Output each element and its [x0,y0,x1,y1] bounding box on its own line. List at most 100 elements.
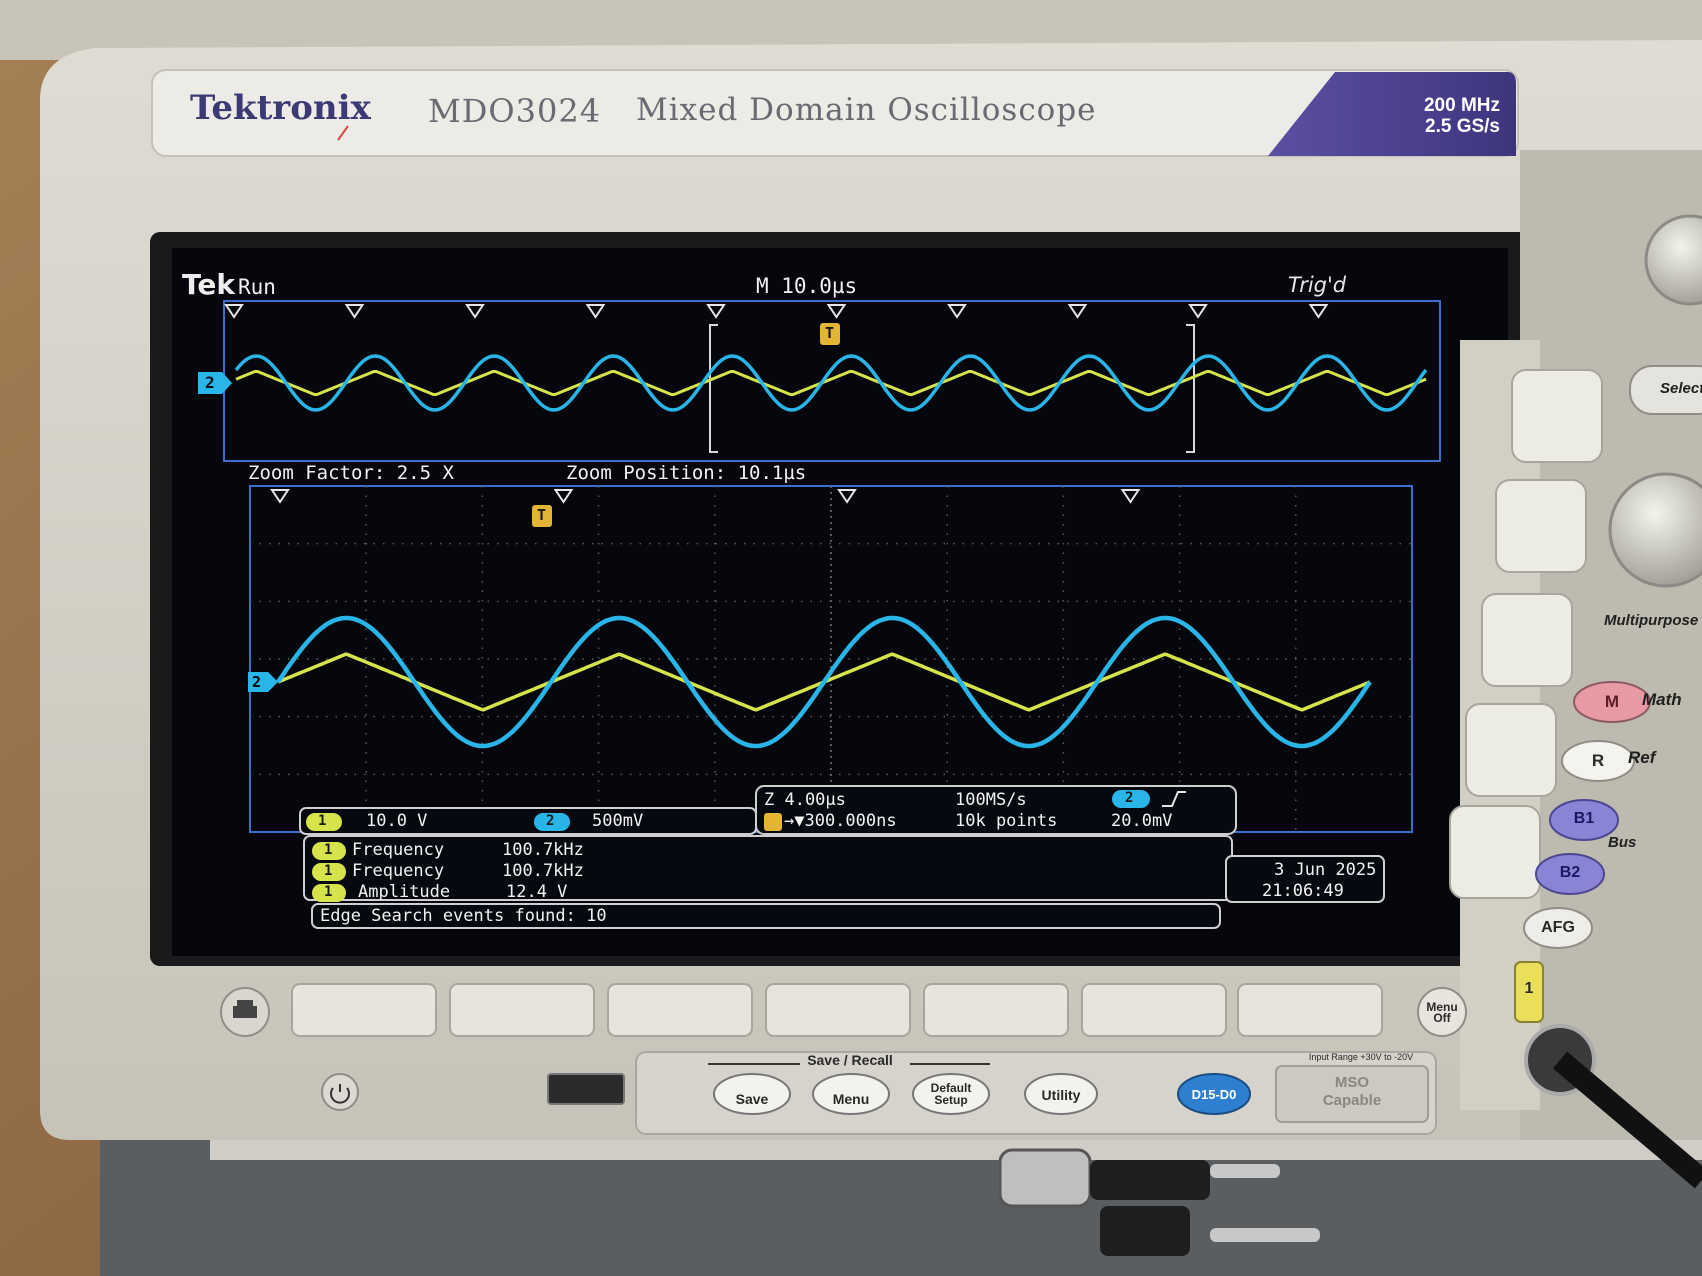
trigger-source-badge [1112,790,1150,808]
status-brand: Tek [182,268,235,301]
overview-ch2-number: 2 [205,373,215,392]
bottom-bezel-button-5[interactable] [923,983,1069,1037]
meas1-value: 100.7kHz [502,840,584,860]
zoom-position: Zoom Position: 10.1µs [566,462,807,484]
search-mark-icon [553,489,574,504]
ch1-scale: 10.0 V [366,811,428,831]
overview-ch2-marker [198,372,232,394]
meas1-channel: 1 [324,842,333,858]
screen-date: 3 Jun 2025 [1274,860,1377,880]
banana-adapter-lower [1100,1206,1190,1256]
mso-label-2: Capable [1322,1092,1382,1109]
ref-button[interactable] [1561,740,1635,782]
spec-sample-rate: 2.5 GS/s [1425,116,1500,137]
save-label: Save [735,1091,769,1107]
search-mark-icon [1067,304,1088,319]
overview-trigger-letter: T [825,324,835,342]
zoom-region-brackets [709,324,1195,453]
meas3-value: 12.4 V [506,882,568,902]
bottom-bezel-button-7[interactable] [1237,983,1383,1037]
select-button[interactable] [1629,365,1702,415]
math-key-letter: M [1604,692,1620,711]
meas3-channel: 1 [324,884,333,900]
utility-button[interactable] [1024,1073,1098,1115]
ch2-scale-badge [534,813,570,831]
usb-port[interactable] [547,1073,625,1105]
trigger-position-icon [764,813,782,831]
b2-label: B2 [1559,864,1581,881]
select-label: Select [1660,380,1702,397]
overview-search-marks [224,304,1329,319]
save-recall-label: Save / Recall [807,1052,893,1068]
datetime-box [1225,855,1385,903]
model-description: Mixed Domain Oscilloscope [636,92,1097,128]
search-mark-icon [1188,304,1208,319]
b2-button[interactable] [1535,853,1605,895]
ref-key-letter: R [1591,751,1605,770]
digital-channels-button[interactable] [1177,1073,1251,1115]
recall-menu-button[interactable] [812,1073,890,1115]
trigger-source: 2 [1125,790,1134,806]
ref-label: Ref [1628,748,1656,767]
search-mark-icon [1120,489,1141,504]
screen-time: 21:06:49 [1262,881,1344,901]
upper-knob[interactable] [1644,214,1702,306]
bottom-bezel-button-4[interactable] [765,983,911,1037]
default-setup-button[interactable] [912,1073,990,1115]
rising-edge-icon [1162,791,1186,807]
bottom-bezel-button-2[interactable] [449,983,595,1037]
record-length: 10k points [955,811,1058,831]
sample-rate: 100MS/s [955,790,1027,810]
banana-adapter-body [1090,1160,1210,1200]
side-bezel-button-1[interactable] [1511,369,1603,463]
meas2-name: Frequency [352,861,445,881]
overview-ch2-trace [234,354,1428,412]
save-button[interactable] [713,1073,791,1115]
overview-ch1-trace [235,370,1427,396]
zoom-trigger-letter: T [537,506,547,524]
search-mark-icon [837,489,857,504]
meas2-value: 100.7kHz [502,861,584,881]
brand-name: Tektronix [190,88,371,128]
bottom-bezel-button-3[interactable] [607,983,753,1037]
spec-badge [1268,72,1516,156]
zoom-trigger-marker [532,505,552,527]
bottom-bezel-button-6[interactable] [1081,983,1227,1037]
brand-swoosh [337,125,349,141]
bnc-adapter [998,1148,1092,1208]
spec-bandwidth: 200 MHz [1423,95,1500,116]
trigger-status: Trig'd [1288,273,1347,297]
b1-label: B1 [1573,810,1595,827]
search-mark-icon [706,304,726,319]
side-bezel-button-5[interactable] [1449,805,1541,899]
menu-off-button[interactable] [1417,987,1467,1037]
zoom-factor: Zoom Factor: 2.5 X [248,462,454,484]
afg-button[interactable] [1523,907,1593,949]
zoom-search-marks [270,489,1141,504]
search-status: Edge Search events found: 10 [320,906,607,926]
timebase-readout: M 10.0µs [756,274,858,298]
math-button[interactable] [1573,681,1651,723]
zoom-scale: Z 4.00µs [764,790,846,810]
mso-capable-badge [1275,1065,1429,1123]
b1-button[interactable] [1549,799,1619,841]
menu-off-label-2: Off [1433,1011,1451,1025]
ch2-badge-number: 2 [546,813,555,829]
search-mark-icon [270,489,290,504]
side-bezel-button-4[interactable] [1465,703,1557,797]
ch1-label-tab [1514,961,1544,1023]
bottom-bezel-button-1[interactable] [291,983,437,1037]
probe-cable [1552,1051,1702,1189]
multipurpose-label: Multipurpose [1604,612,1699,629]
search-mark-icon [947,304,967,319]
zoom-ch2-number: 2 [252,673,262,691]
search-mark-icon [1308,304,1329,319]
multipurpose-knob[interactable] [1608,472,1702,588]
default-setup-label-2: Setup [934,1093,968,1107]
side-bezel-button-2[interactable] [1495,479,1587,573]
math-label: Math [1642,690,1682,709]
ch1-scale-badge [306,813,342,831]
label-strip [151,69,1519,157]
side-bezel-button-3[interactable] [1481,593,1573,687]
menu-off-label-1: Menu [1426,1000,1458,1014]
